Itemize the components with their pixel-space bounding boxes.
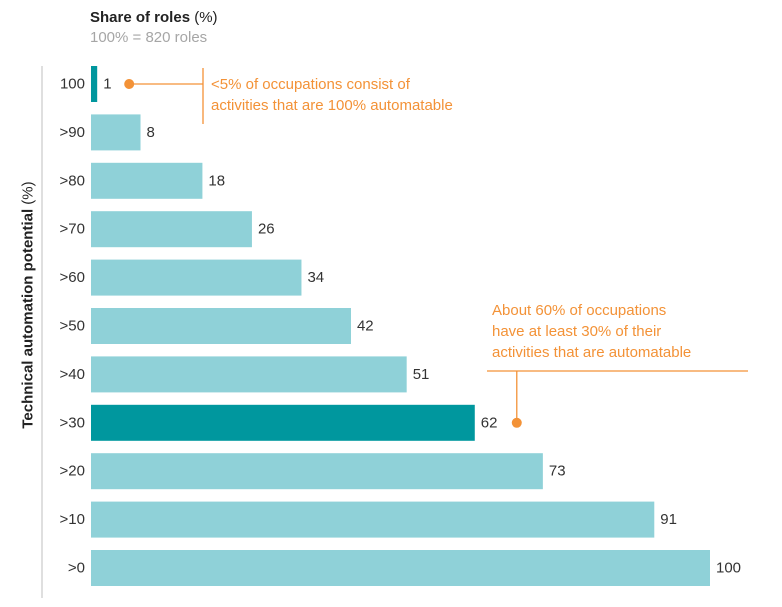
y-tick-label: >90 xyxy=(60,124,85,141)
chart-title-unit: (%) xyxy=(194,9,218,26)
data-label: 62 xyxy=(481,414,498,431)
y-tick-label: >10 xyxy=(60,511,85,528)
annotation-middle: About 60% of occupations have at least 3… xyxy=(492,300,691,363)
chart-subtitle: 100% = 820 roles xyxy=(90,29,208,46)
data-label: 26 xyxy=(258,221,275,238)
y-tick-label: >60 xyxy=(60,269,85,286)
annotation-markers xyxy=(124,68,748,428)
annotation-middle-marker xyxy=(511,417,522,428)
annotation-middle-line-2: have at least 30% of their xyxy=(492,323,662,340)
data-label: 34 xyxy=(307,269,324,286)
bar xyxy=(91,550,710,586)
bar xyxy=(91,453,543,490)
title-block: Share of roles (%) 100% = 820 roles xyxy=(90,8,218,48)
data-label: 73 xyxy=(549,463,566,480)
y-tick-label: 100 xyxy=(60,76,85,93)
data-label: 18 xyxy=(208,172,225,189)
y-tick-label: >40 xyxy=(60,366,85,383)
bar xyxy=(91,501,655,538)
y-tick-label: >20 xyxy=(60,463,85,480)
data-label: 51 xyxy=(413,366,430,383)
bar xyxy=(91,356,407,393)
y-axis-label-unit: (%) xyxy=(19,181,37,205)
annotation-middle-line-1: About 60% of occupations xyxy=(492,302,667,319)
bar xyxy=(91,404,475,441)
bar xyxy=(91,211,252,248)
chart-title-line: Share of roles (%) xyxy=(90,8,218,28)
bar xyxy=(91,308,351,344)
bar xyxy=(91,162,203,199)
y-tick-label: >30 xyxy=(60,414,85,431)
data-label: 91 xyxy=(660,511,677,528)
data-label: 100 xyxy=(716,560,741,577)
y-axis-label-main: Technical automation potential xyxy=(19,208,37,429)
bar xyxy=(91,114,141,151)
annotation-top: <5% of occupations consist of activities… xyxy=(211,74,453,116)
bar xyxy=(91,66,98,102)
annotation-top-line-2: activities that are 100% automatable xyxy=(211,97,453,114)
bars-group: 100 1 >90 8 >80 18 >70 26 >60 34 >50 42 >40 51 >30 62 >2… xyxy=(60,66,741,586)
data-label: 42 xyxy=(357,318,374,335)
y-tick-label: >70 xyxy=(60,221,85,238)
annotation-top-line-1: <5% of occupations consist of xyxy=(211,76,410,93)
bar xyxy=(91,259,302,296)
data-label: 1 xyxy=(103,76,111,93)
chart-title: Share of roles xyxy=(90,9,191,26)
y-tick-label: >0 xyxy=(68,560,85,577)
y-tick-label: >80 xyxy=(60,172,85,189)
data-label: 8 xyxy=(147,124,155,141)
annotation-top-marker xyxy=(124,79,135,89)
annotation-middle-line-3: activities that are automatable xyxy=(492,344,692,361)
y-axis-label: Technical automation potential (%) xyxy=(20,181,37,428)
y-tick-label: >50 xyxy=(60,318,85,335)
